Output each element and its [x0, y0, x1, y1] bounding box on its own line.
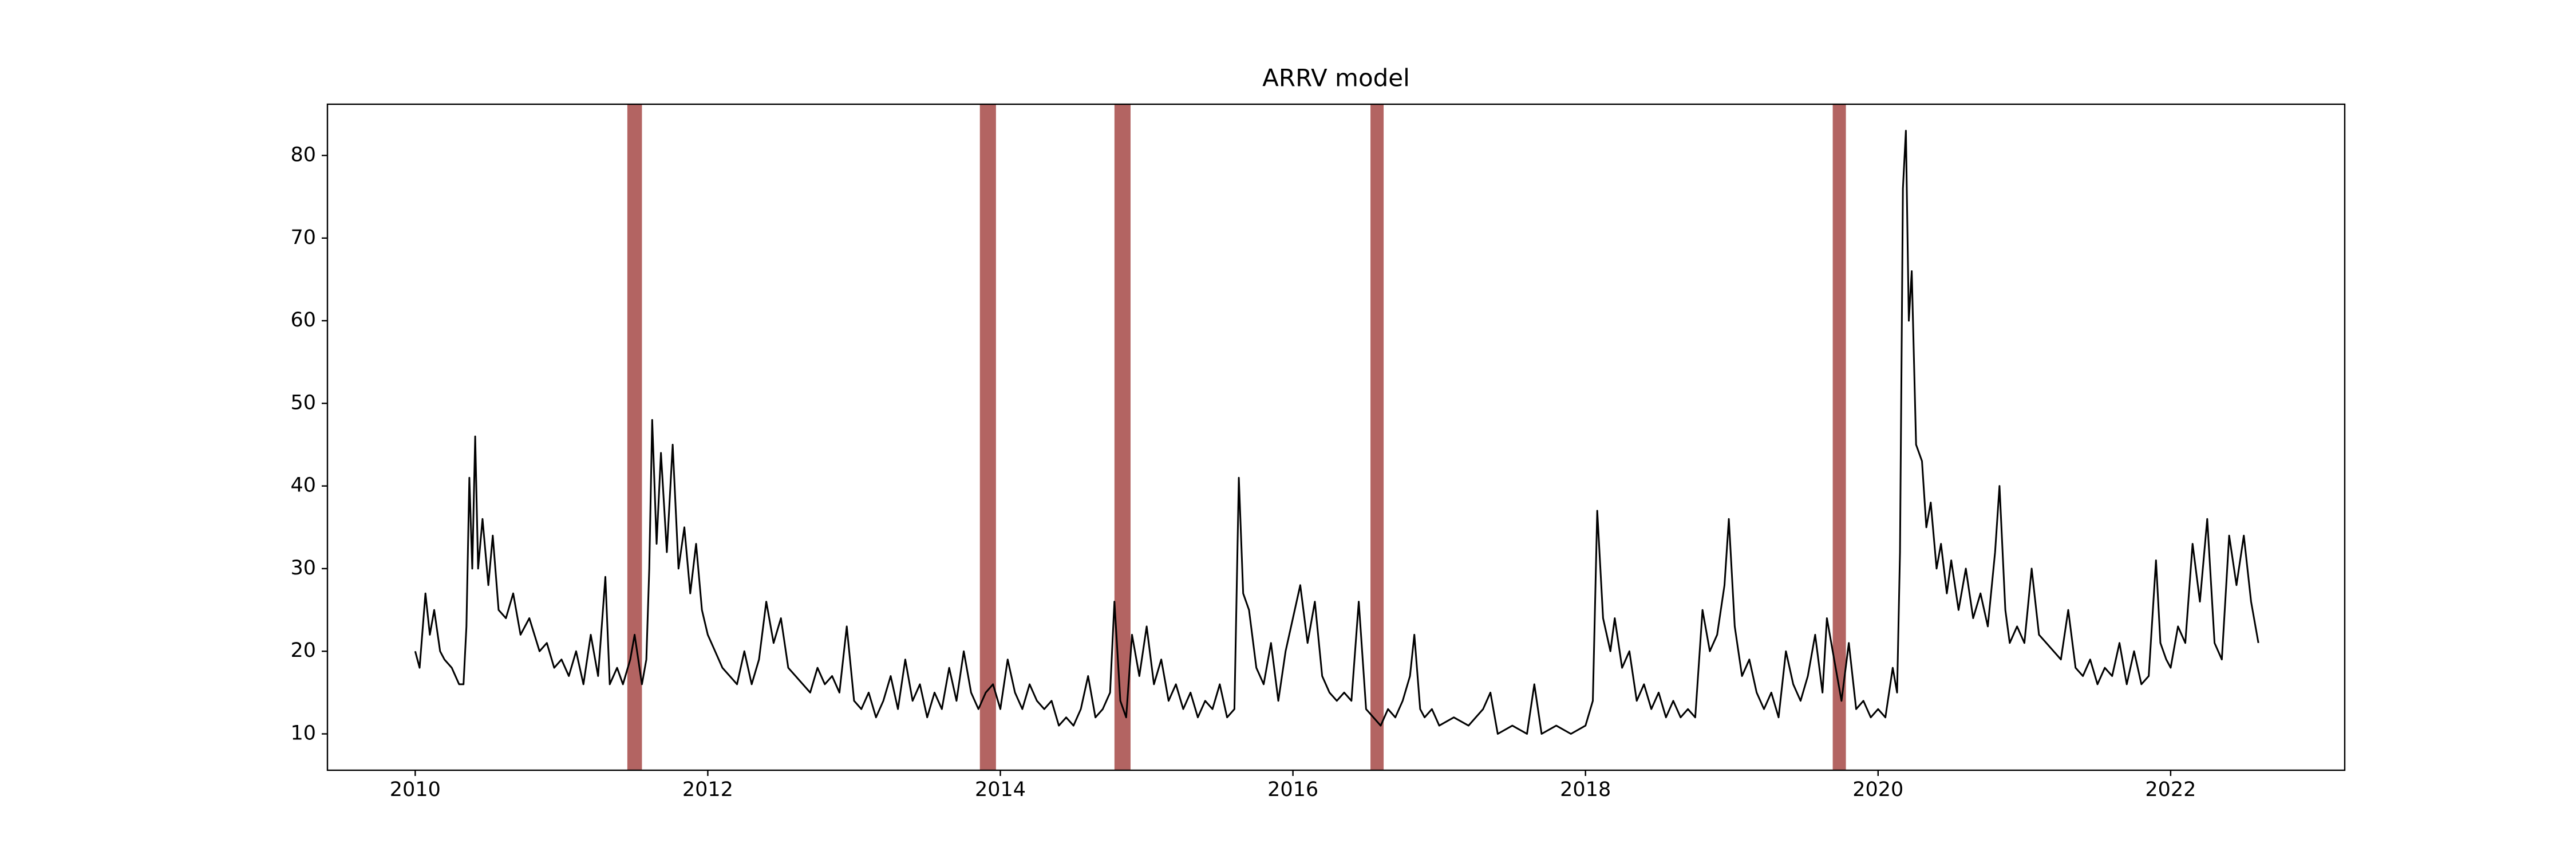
y-tick-label: 20 [290, 639, 316, 662]
series-line [414, 129, 2259, 735]
x-tick-label: 2010 [390, 778, 441, 801]
plot-frame [326, 103, 2346, 771]
shaded-band [1370, 104, 1384, 770]
shaded-band [1114, 104, 1131, 770]
chart-title: ARRV model [1262, 64, 1410, 92]
shaded-band [1832, 104, 1846, 770]
x-tick-label: 2012 [682, 778, 733, 801]
shaded-band [979, 104, 996, 770]
x-tick-label: 2014 [975, 778, 1026, 801]
x-tick-label: 2022 [2145, 778, 2196, 801]
y-tick-label: 60 [290, 309, 316, 332]
x-tick-label: 2020 [1852, 778, 1903, 801]
y-tick-label: 10 [290, 722, 316, 745]
x-tick-label: 2016 [1267, 778, 1318, 801]
y-tick-label: 30 [290, 557, 316, 580]
y-tick-label: 40 [290, 474, 316, 497]
y-tick-label: 50 [290, 391, 316, 414]
y-tick-label: 70 [290, 226, 316, 249]
x-tick-label: 2018 [1560, 778, 1611, 801]
y-tick-label: 80 [290, 143, 316, 166]
